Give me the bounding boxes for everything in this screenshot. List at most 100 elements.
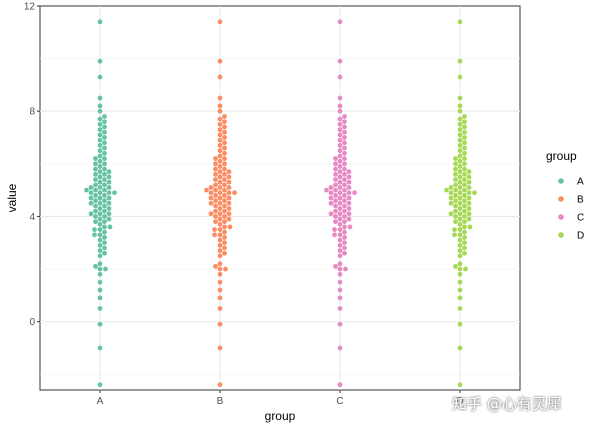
data-point-c	[337, 74, 343, 80]
data-point-d	[467, 224, 473, 230]
data-point-c	[337, 279, 343, 285]
data-point-d	[462, 114, 467, 119]
data-point-c	[337, 158, 343, 164]
data-point-b	[222, 166, 227, 172]
data-point-d	[462, 166, 467, 172]
data-point-b	[222, 208, 227, 214]
data-point-b	[217, 206, 223, 211]
data-point-c	[342, 214, 347, 219]
data-point-b	[217, 95, 223, 101]
x-tick-label: A	[97, 396, 104, 407]
data-point-d	[457, 179, 463, 185]
data-point-d	[462, 129, 467, 135]
data-point-c	[346, 169, 352, 175]
data-point-a	[102, 182, 107, 188]
data-point-c	[346, 195, 352, 201]
data-point-d	[462, 161, 467, 167]
data-point-b	[222, 150, 227, 156]
data-point-a	[97, 127, 103, 133]
data-point-c	[342, 250, 347, 256]
data-point-a	[93, 208, 98, 214]
data-point-a	[97, 19, 103, 25]
data-point-b	[222, 250, 227, 256]
data-point-a	[102, 214, 107, 219]
data-point-c	[337, 295, 343, 301]
data-point-d	[462, 177, 467, 182]
data-point-c	[328, 200, 334, 206]
data-point-c	[342, 198, 347, 204]
data-point-d	[448, 185, 454, 190]
data-point-a	[93, 161, 98, 167]
legend-label-a: A	[577, 177, 584, 188]
data-point-c	[333, 203, 338, 209]
data-point-a	[112, 190, 117, 196]
data-point-b	[222, 156, 227, 161]
watermark: 知乎 @心有灵犀	[452, 395, 562, 413]
data-point-a	[102, 161, 107, 167]
data-point-a	[103, 266, 108, 272]
data-point-a	[97, 200, 103, 206]
data-point-a	[97, 321, 103, 327]
data-point-b	[222, 114, 227, 119]
x-axis-title: group	[265, 409, 296, 423]
data-point-b	[222, 135, 227, 140]
data-point-c	[337, 248, 343, 254]
data-point-b	[212, 227, 217, 232]
data-point-d	[472, 190, 477, 196]
data-point-b	[222, 182, 227, 188]
data-point-c	[333, 219, 338, 225]
data-point-a	[92, 232, 97, 238]
data-point-b	[217, 382, 223, 388]
data-point-b	[217, 121, 223, 127]
data-point-c	[333, 156, 338, 161]
data-point-a	[102, 229, 107, 235]
data-point-a	[97, 103, 103, 109]
data-point-a	[106, 211, 112, 217]
data-point-c	[328, 190, 334, 196]
data-point-a	[97, 271, 103, 277]
data-point-b	[222, 219, 227, 225]
data-point-d	[466, 185, 472, 190]
data-point-d	[457, 271, 463, 277]
data-point-d	[457, 345, 463, 351]
data-point-c	[342, 192, 347, 198]
data-point-d	[453, 203, 458, 209]
data-point-a	[97, 164, 103, 169]
data-point-d	[457, 158, 463, 164]
data-point-b	[226, 211, 232, 217]
data-point-a	[93, 203, 98, 209]
data-point-c	[337, 382, 343, 388]
data-point-b	[232, 190, 237, 196]
data-point-b	[213, 263, 218, 269]
data-point-c	[337, 271, 343, 277]
data-point-c	[337, 164, 343, 169]
data-point-a	[102, 245, 107, 251]
data-point-d	[466, 195, 472, 201]
data-point-c	[337, 190, 343, 196]
data-point-a	[88, 190, 94, 196]
data-point-d	[457, 232, 463, 238]
data-point-b	[222, 119, 227, 125]
data-point-a	[102, 171, 107, 177]
data-point-d	[448, 190, 454, 196]
data-point-c	[333, 161, 338, 167]
data-point-d	[453, 182, 458, 188]
data-point-b	[222, 145, 227, 151]
data-point-c	[342, 119, 347, 125]
data-point-d	[462, 192, 467, 198]
data-point-d	[457, 295, 463, 301]
legend-label-b: B	[577, 195, 584, 206]
y-tick-label: 8	[29, 107, 35, 118]
data-point-b	[217, 227, 223, 232]
data-point-a	[97, 95, 103, 101]
data-point-d	[457, 382, 463, 388]
data-point-d	[462, 156, 467, 161]
data-point-a	[93, 192, 98, 198]
data-point-d	[466, 206, 472, 211]
data-point-d	[457, 216, 463, 222]
data-point-d	[457, 306, 463, 311]
data-point-d	[453, 166, 458, 172]
data-point-c	[337, 287, 343, 293]
data-point-d	[457, 95, 463, 101]
